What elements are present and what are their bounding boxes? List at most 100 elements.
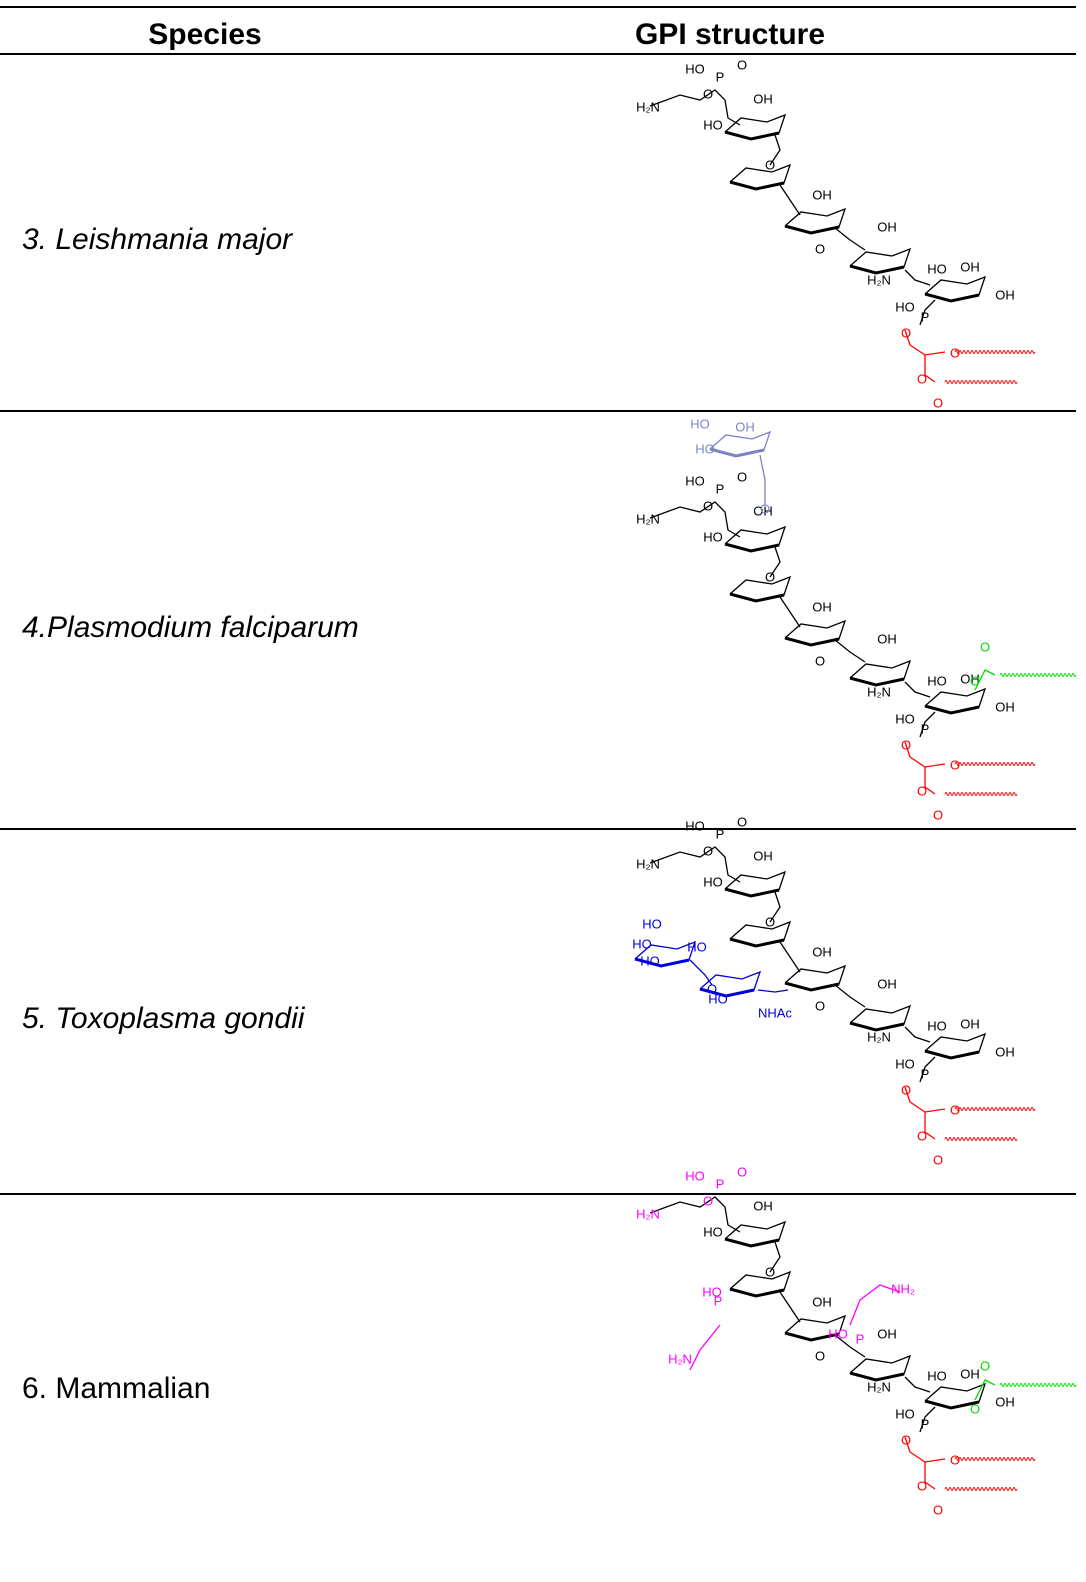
structure-label: OH — [812, 1294, 832, 1309]
structure-label: HO — [687, 939, 707, 954]
structure-label: O — [901, 737, 911, 752]
structure-label: OH — [877, 219, 897, 234]
structure-label: OH — [753, 91, 773, 106]
structure-label: H₂N — [636, 856, 660, 871]
bond — [780, 597, 800, 627]
structure-label: HO — [690, 416, 710, 431]
structure-label: OH — [753, 848, 773, 863]
structure-label: H₂N — [867, 684, 891, 699]
bond — [650, 90, 740, 125]
bond — [730, 1289, 784, 1296]
structure-label: O — [917, 1478, 927, 1493]
column-header: Species — [148, 18, 261, 51]
structure-label: HO — [640, 953, 660, 968]
structure-label: OH — [960, 259, 980, 274]
structure-label: OH — [960, 1366, 980, 1381]
structure-label: HO — [927, 1018, 947, 1033]
acyl-chain — [1000, 1384, 1076, 1387]
structure-label: O — [765, 157, 775, 172]
structure-label: HO — [642, 916, 662, 931]
bond — [650, 502, 740, 537]
structure-label: O — [950, 1452, 960, 1467]
bond — [760, 455, 765, 505]
structure-label: OH — [995, 1044, 1015, 1059]
structure-label: OH — [753, 1198, 773, 1213]
structure-label: P — [716, 481, 725, 496]
structure-label: O — [970, 1401, 980, 1416]
structure-label: O — [703, 1193, 713, 1208]
acyl-chain — [945, 1488, 1017, 1491]
structure-label: O — [980, 1358, 990, 1373]
structure-label: O — [765, 1264, 775, 1279]
structure-label: OH — [995, 287, 1015, 302]
acyl-chain — [955, 351, 1035, 354]
bond — [758, 990, 788, 992]
bond — [835, 228, 865, 250]
structure-label: P — [716, 69, 725, 84]
structure-label: O — [737, 814, 747, 829]
structure-label: P — [714, 1293, 723, 1308]
bond — [835, 985, 865, 1007]
structure-label: HO — [708, 991, 728, 1006]
structure-label: HO — [695, 441, 715, 456]
bond — [730, 182, 784, 189]
structure-label: OH — [877, 976, 897, 991]
structure-label: O — [933, 807, 943, 822]
structure-label: O — [703, 843, 713, 858]
acyl-chain — [945, 793, 1017, 796]
structure-label: O — [970, 673, 980, 688]
structure-label: O — [815, 241, 825, 256]
structure-label: O — [901, 1082, 911, 1097]
structure-label: HO — [927, 1368, 947, 1383]
structure-label: O — [703, 498, 713, 513]
bond — [785, 983, 839, 990]
structure-label: O — [917, 1128, 927, 1143]
structure-label: HO — [828, 1326, 848, 1341]
structure-label: HO — [703, 117, 723, 132]
bond — [925, 1051, 979, 1058]
acyl-chain — [955, 1458, 1035, 1461]
structure-label: H₂N — [636, 511, 660, 526]
bond — [780, 185, 800, 215]
structure-label: NHAc — [758, 1005, 792, 1020]
bond — [730, 594, 784, 601]
structure-label: HO — [703, 529, 723, 544]
structure-label: HO — [703, 1224, 723, 1239]
structure-label: HO — [685, 1168, 705, 1183]
structure-label: HO — [895, 711, 915, 726]
structure-label: O — [933, 395, 943, 410]
structure-label: O — [815, 998, 825, 1013]
structure-label: O — [950, 345, 960, 360]
structure-label: OH — [735, 419, 755, 434]
bond — [905, 270, 930, 285]
structure-label: HO — [927, 673, 947, 688]
page: Species GPI structure 3. Leishmania majo… — [0, 0, 1086, 1582]
structure-label: H₂N — [668, 1351, 692, 1366]
structure-label: OH — [877, 631, 897, 646]
structure-label: O — [933, 1502, 943, 1517]
structure-label: H₂N — [867, 1029, 891, 1044]
structure-label: HO — [895, 299, 915, 314]
table: Species GPI structure 3. Leishmania majo… — [0, 0, 1086, 1582]
structure-label: P — [921, 309, 930, 324]
structure-label: O — [815, 653, 825, 668]
structure-label: O — [737, 1164, 747, 1179]
bond — [785, 226, 839, 233]
structure-label: O — [933, 1152, 943, 1167]
bond — [785, 638, 839, 645]
acyl-chain — [945, 381, 1017, 384]
acyl-chain — [955, 1108, 1035, 1111]
structure-label: H₂N — [867, 272, 891, 287]
structure-label: O — [765, 914, 775, 929]
acyl-chain — [1000, 674, 1076, 677]
structure-label: O — [737, 469, 747, 484]
bond — [835, 640, 865, 662]
bond — [730, 939, 784, 946]
structure-label: HO — [632, 936, 652, 951]
structure-label: O — [917, 371, 927, 386]
structure-label: OH — [812, 187, 832, 202]
bond — [975, 1380, 995, 1400]
bond — [905, 1027, 930, 1042]
structure-label: O — [950, 1102, 960, 1117]
bond — [725, 889, 779, 896]
